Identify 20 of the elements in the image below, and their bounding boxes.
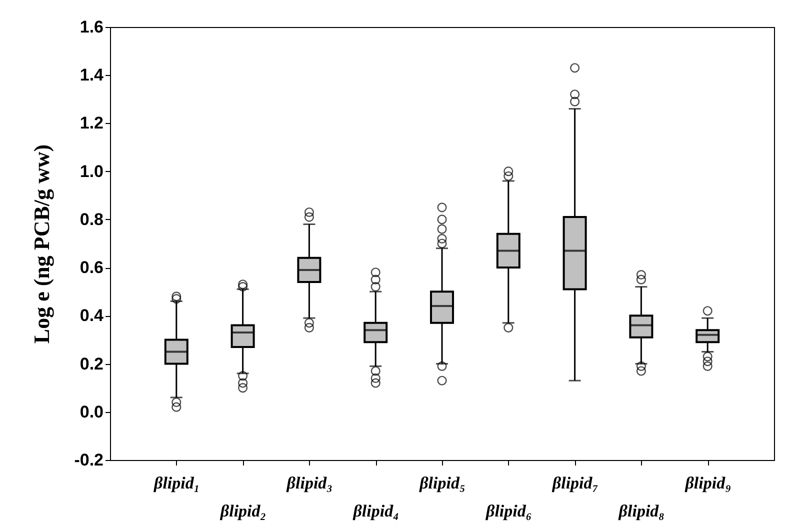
x-tick-label: βlipid₇	[551, 474, 598, 492]
x-tick-label: βlipid₃	[286, 474, 333, 492]
y-tick-label: 0.2	[80, 354, 104, 374]
x-tick-label: βlipid₅	[418, 474, 466, 492]
x-tick-label: βlipid₁	[152, 474, 200, 492]
y-axis-title: Log e (ng PCB/g ww)	[29, 144, 54, 344]
y-tick-label: 0.6	[80, 258, 104, 278]
y-tick-label: 1.2	[80, 114, 104, 133]
y-tick-label: 1.6	[80, 18, 104, 36]
y-tick-label: 1.0	[80, 162, 104, 181]
y-tick-label: 0.4	[80, 306, 104, 326]
y-tick-label: -0.2	[74, 450, 104, 470]
y-tick-label: 0.8	[80, 210, 104, 229]
x-tick-label: βlipid₂	[219, 502, 266, 520]
y-tick-label: 0.0	[80, 402, 104, 422]
y-tick-label: 1.4	[80, 66, 104, 85]
x-tick-label: βlipid₄	[352, 502, 400, 520]
x-tick-label: βlipid₈	[618, 502, 665, 520]
x-tick-label: βlipid₆	[484, 502, 532, 520]
x-tick-label: βlipid₉	[684, 474, 732, 492]
